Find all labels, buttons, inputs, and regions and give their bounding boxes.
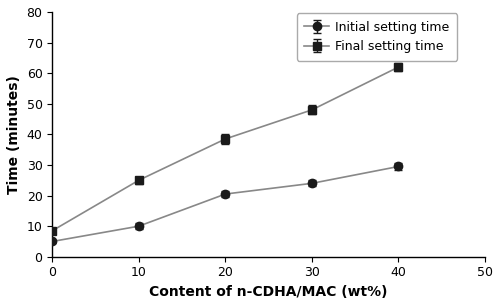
X-axis label: Content of n-CDHA/MAC (wt%): Content of n-CDHA/MAC (wt%) [150,285,388,299]
Y-axis label: Time (minutes): Time (minutes) [7,75,21,194]
Legend: Initial setting time, Final setting time: Initial setting time, Final setting time [296,13,457,61]
